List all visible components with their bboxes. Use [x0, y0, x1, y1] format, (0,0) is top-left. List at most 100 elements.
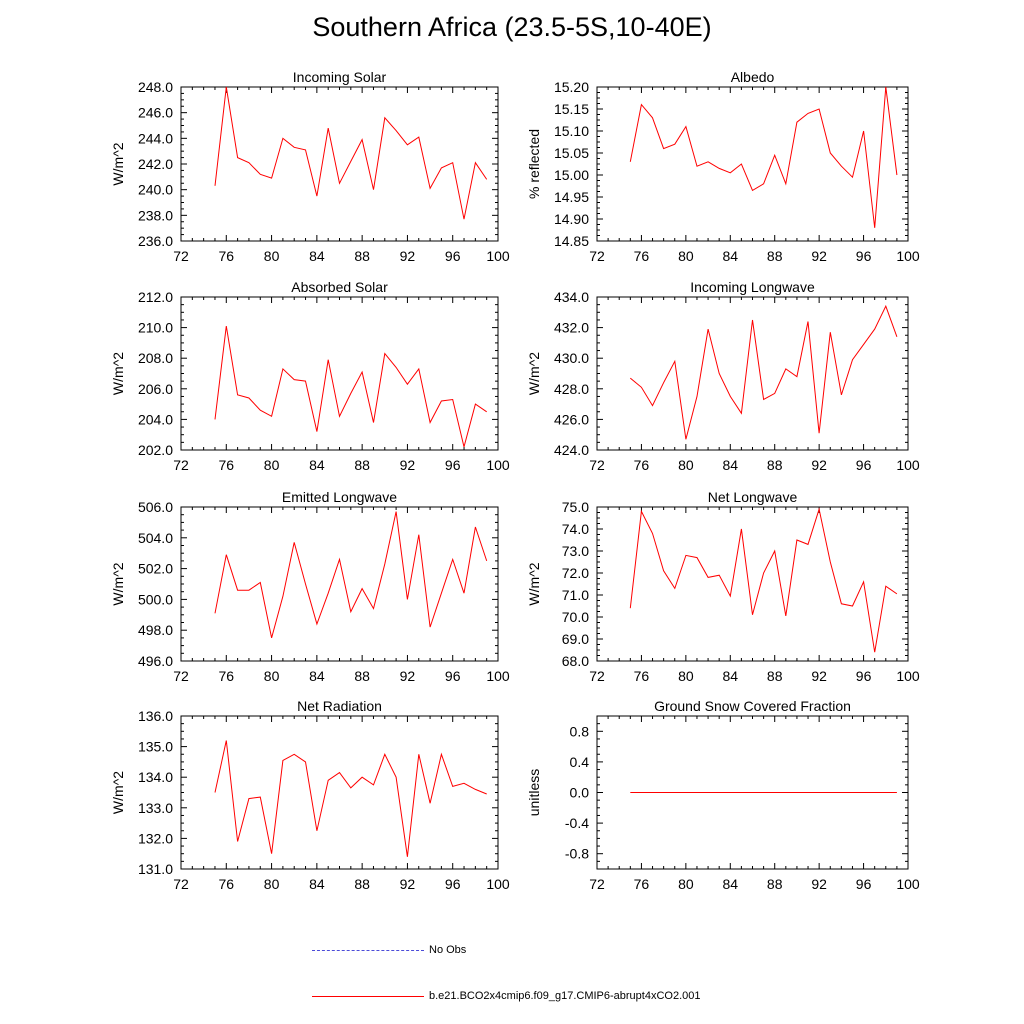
series-line	[214, 511, 488, 639]
panel-title: Net Radiation	[297, 698, 382, 714]
y-tick-label: 502.0	[138, 561, 173, 577]
x-tick-label: 80	[264, 668, 280, 684]
y-tick-label: 248.0	[138, 79, 173, 95]
y-tick-label: 15.20	[554, 79, 589, 95]
series-line	[214, 86, 488, 220]
y-axis-label: unitless	[526, 769, 542, 816]
panel-2: Albedo % reflected 72 76 80 84 88 92 96 100 14.85 1…	[526, 69, 920, 264]
y-tick-label: 430.0	[554, 350, 589, 366]
y-tick-label: 15.15	[554, 101, 589, 117]
figure-title: Southern Africa (23.5-5S,10-40E)	[312, 12, 712, 42]
y-tick-label: 240.0	[138, 182, 173, 198]
x-tick-label: 76	[218, 876, 234, 892]
y-axis-label: W/m^2	[526, 352, 542, 395]
x-tick-label: 80	[678, 248, 694, 264]
legend-model: b.e21.BCO2x4cmip6.f09_g17.CMIP6-abrupt4x…	[312, 990, 701, 1002]
y-tick-label: 506.0	[138, 499, 173, 515]
x-tick-label: 80	[264, 457, 280, 473]
plot-frame	[180, 715, 499, 870]
panel-8: Ground Snow Covered Fraction unitless 72 76…	[526, 698, 920, 892]
x-tick-label: 96	[445, 457, 461, 473]
legend-obs-label: No Obs	[429, 944, 467, 956]
legend-obs-swatch	[312, 949, 424, 951]
x-tick-label: 76	[634, 668, 650, 684]
x-tick-label: 76	[634, 876, 650, 892]
y-tick-label: 72.0	[562, 565, 589, 581]
x-tick-label: 84	[309, 876, 325, 892]
legend-model-label: b.e21.BCO2x4cmip6.f09_g17.CMIP6-abrupt4x…	[429, 990, 701, 1002]
x-tick-label: 92	[400, 248, 416, 264]
x-tick-label: 96	[856, 668, 872, 684]
y-tick-label: 71.0	[562, 587, 589, 603]
x-tick-label: 100	[486, 668, 510, 684]
y-tick-label: 74.0	[562, 521, 589, 537]
y-tick-label: -0.4	[565, 815, 589, 831]
y-tick-label: 68.0	[562, 653, 589, 669]
x-tick-label: 96	[856, 457, 872, 473]
plot-frame	[596, 506, 909, 662]
x-tick-label: 88	[354, 457, 370, 473]
panel-title: Net Longwave	[708, 489, 798, 505]
x-tick-label: 92	[811, 876, 827, 892]
y-tick-label: 244.0	[138, 130, 173, 146]
series-line	[214, 740, 487, 857]
x-tick-label: 72	[589, 668, 605, 684]
y-tick-label: 69.0	[562, 631, 589, 647]
y-tick-label: 70.0	[562, 609, 589, 625]
x-tick-label: 76	[218, 457, 234, 473]
x-tick-label: 88	[767, 248, 783, 264]
x-tick-label: 76	[218, 248, 234, 264]
x-tick-label: 100	[486, 457, 510, 473]
x-tick-label: 88	[354, 248, 370, 264]
series-line	[629, 304, 898, 440]
y-tick-label: 434.0	[554, 289, 589, 305]
x-tick-label: 84	[309, 248, 325, 264]
x-tick-label: 72	[173, 457, 189, 473]
y-tick-label: 15.05	[554, 145, 589, 161]
y-tick-label: 75.0	[562, 499, 589, 515]
x-tick-label: 72	[589, 457, 605, 473]
x-tick-label: 80	[264, 248, 280, 264]
y-tick-label: 204.0	[138, 411, 173, 427]
y-tick-label: 0.4	[570, 754, 590, 770]
x-tick-label: 92	[400, 457, 416, 473]
y-tick-label: 208.0	[138, 350, 173, 366]
y-axis-label: W/m^2	[110, 142, 126, 185]
y-tick-label: 14.85	[554, 233, 589, 249]
panel-6: Net Longwave W/m^2 72 76 80 84 88 92 96 100 68.0 69…	[526, 489, 920, 684]
y-tick-label: 210.0	[138, 320, 173, 336]
y-tick-label: 135.0	[138, 739, 173, 755]
y-tick-label: 202.0	[138, 442, 173, 458]
y-tick-label: 236.0	[138, 233, 173, 249]
panel-title: Incoming Longwave	[690, 279, 815, 295]
x-tick-label: 72	[589, 248, 605, 264]
y-tick-label: 424.0	[554, 442, 589, 458]
y-axis-label: W/m^2	[526, 562, 542, 605]
x-tick-label: 88	[767, 668, 783, 684]
x-tick-label: 96	[445, 248, 461, 264]
panel-title: Absorbed Solar	[291, 279, 388, 295]
panel-7: Net Radiation W/m^2 72 76 80 84 88 92 96 100 131.0…	[110, 698, 510, 892]
panel-title: Emitted Longwave	[282, 489, 397, 505]
x-tick-label: 88	[767, 457, 783, 473]
x-tick-label: 84	[722, 668, 738, 684]
x-tick-label: 84	[722, 248, 738, 264]
x-tick-label: 92	[400, 876, 416, 892]
y-tick-label: 0.0	[570, 785, 590, 801]
y-tick-label: 15.00	[554, 167, 589, 183]
panel-title: Albedo	[731, 69, 775, 85]
y-tick-label: 428.0	[554, 381, 589, 397]
x-tick-label: 92	[811, 668, 827, 684]
y-axis-label: W/m^2	[110, 562, 126, 605]
y-tick-label: 136.0	[138, 708, 173, 724]
x-tick-label: 100	[896, 457, 920, 473]
legend-obs: No Obs	[312, 944, 466, 956]
x-tick-label: 76	[634, 248, 650, 264]
y-tick-label: -0.8	[565, 846, 589, 862]
y-tick-label: 206.0	[138, 381, 173, 397]
y-axis-label: W/m^2	[110, 771, 126, 814]
y-tick-label: 14.95	[554, 189, 589, 205]
x-tick-label: 100	[896, 668, 920, 684]
series-line	[214, 326, 487, 448]
